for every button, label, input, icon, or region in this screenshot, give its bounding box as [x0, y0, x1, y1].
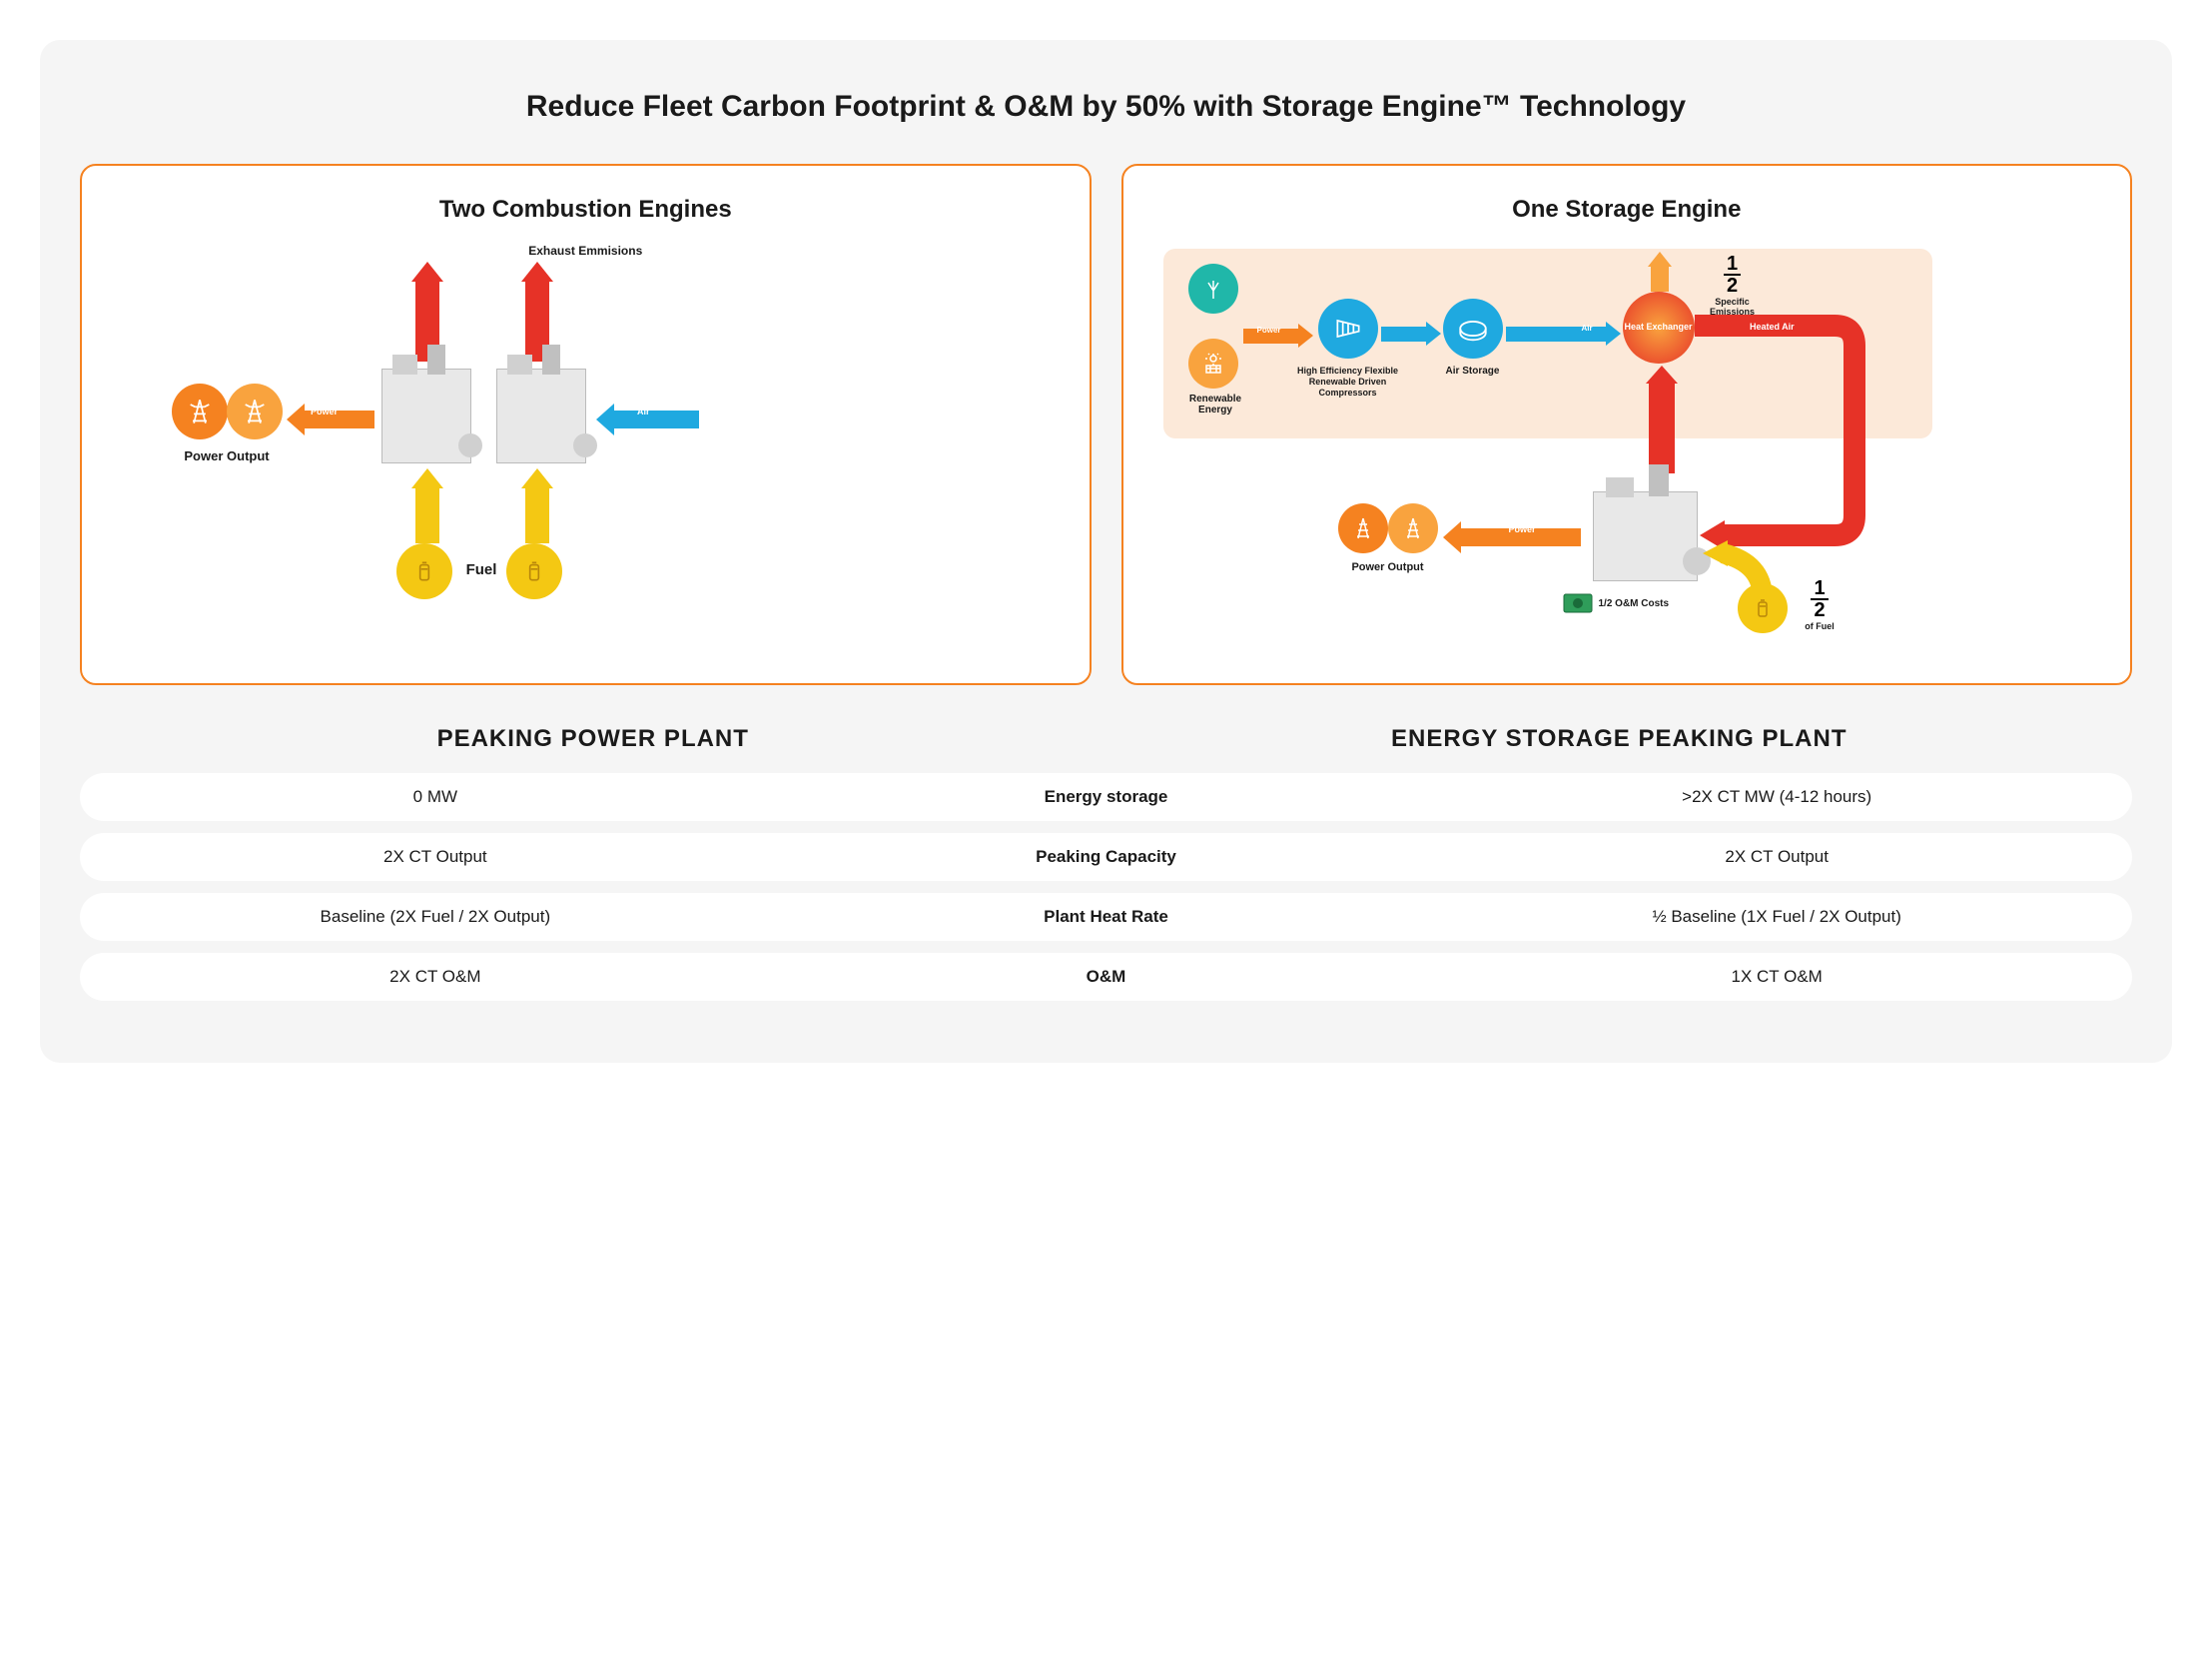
- storage-power-label: Power Output: [1338, 561, 1438, 573]
- power-output-label: Power Output: [167, 448, 287, 463]
- fuel-icon: [1738, 583, 1788, 633]
- power-arrow-left: Power: [287, 404, 374, 435]
- fuel-icon: [396, 543, 452, 599]
- heated-air-path: Heated Air: [1695, 316, 1914, 565]
- fuel-fraction: 12 of Fuel: [1798, 578, 1843, 631]
- money-icon: [1563, 593, 1593, 613]
- row-metric: Peaking Capacity: [771, 847, 1442, 867]
- right-diagram: Renewable Energy Power High Efficiency F…: [1143, 244, 2111, 663]
- row-left: 2X CT Output: [100, 847, 771, 867]
- exhaust-label: Exhaust Emmisions: [528, 244, 642, 258]
- heat-exchanger-icon: Heat Exchanger: [1623, 292, 1695, 364]
- section-headers: PEAKING POWER PLANT ENERGY STORAGE PEAKI…: [80, 725, 2132, 753]
- left-panel-title: Two Combustion Engines: [102, 196, 1070, 224]
- engine-icon-2: [496, 369, 586, 463]
- row-metric: Plant Heat Rate: [771, 907, 1442, 927]
- diagram-panels: Two Combustion Engines Exhaust Emmisions: [80, 164, 2132, 685]
- row-right: ½ Baseline (1X Fuel / 2X Output): [1441, 907, 2112, 927]
- row-left: 2X CT O&M: [100, 967, 771, 987]
- right-section-title: ENERGY STORAGE PEAKING PLANT: [1106, 725, 2133, 753]
- renew-power-arrow: Power: [1243, 324, 1313, 348]
- pylon-icon: [172, 384, 228, 439]
- compressor-icon: [1318, 299, 1378, 359]
- pylon-icon: [1388, 503, 1438, 553]
- comparison-row: 0 MWEnergy storage>2X CT MW (4-12 hours): [80, 773, 2132, 821]
- row-metric: Energy storage: [771, 787, 1442, 807]
- comparison-table: 0 MWEnergy storage>2X CT MW (4-12 hours)…: [80, 773, 2132, 1001]
- row-right: >2X CT MW (4-12 hours): [1441, 787, 2112, 807]
- main-title: Reduce Fleet Carbon Footprint & O&M by 5…: [80, 90, 2132, 124]
- comparison-row: 2X CT O&MO&M1X CT O&M: [80, 953, 2132, 1001]
- fuel-icon: [506, 543, 562, 599]
- left-diagram: Exhaust Emmisions: [102, 244, 1070, 663]
- pylon-icon: [1338, 503, 1388, 553]
- row-left: 0 MW: [100, 787, 771, 807]
- comp-air-arrow: [1381, 322, 1441, 346]
- row-left: Baseline (2X Fuel / 2X Output): [100, 907, 771, 927]
- left-panel: Two Combustion Engines Exhaust Emmisions: [80, 164, 1092, 685]
- comparison-row: Baseline (2X Fuel / 2X Output)Plant Heat…: [80, 893, 2132, 941]
- fuel-arrow-1: [411, 468, 443, 543]
- left-section-title: PEAKING POWER PLANT: [80, 725, 1106, 753]
- fuel-arrow-2: [521, 468, 553, 543]
- air-storage-icon: [1443, 299, 1503, 359]
- pylon-icon: [227, 384, 283, 439]
- air-arrow: Air: [596, 404, 699, 435]
- emissions-arrow: [1648, 252, 1672, 292]
- emissions-fraction: 12 Specific Emissions: [1703, 254, 1763, 317]
- compressor-label: High Efficiency Flexible Renewable Drive…: [1288, 366, 1408, 398]
- solar-icon: [1188, 339, 1238, 389]
- engine-icon-1: [381, 369, 471, 463]
- right-panel-title: One Storage Engine: [1143, 196, 2111, 224]
- storage-engine-icon: [1593, 491, 1698, 581]
- wind-icon: [1188, 264, 1238, 314]
- row-right: 2X CT Output: [1441, 847, 2112, 867]
- storage-power-arrow: Power: [1443, 521, 1581, 553]
- row-right: 1X CT O&M: [1441, 967, 2112, 987]
- infographic-container: Reduce Fleet Carbon Footprint & O&M by 5…: [40, 40, 2172, 1063]
- fuel-label: Fuel: [456, 561, 506, 578]
- renewable-label: Renewable Energy: [1173, 394, 1258, 416]
- row-metric: O&M: [771, 967, 1442, 987]
- storage-air-arrow: Air: [1506, 322, 1621, 346]
- om-costs: 1/2 O&M Costs: [1563, 593, 1670, 613]
- engine-heat-arrow: [1646, 366, 1678, 473]
- svg-text:Heated Air: Heated Air: [1750, 322, 1795, 332]
- comparison-row: 2X CT OutputPeaking Capacity2X CT Output: [80, 833, 2132, 881]
- right-panel: One Storage Engine Renewable Energy Powe…: [1121, 164, 2133, 685]
- air-storage-label: Air Storage: [1433, 366, 1513, 377]
